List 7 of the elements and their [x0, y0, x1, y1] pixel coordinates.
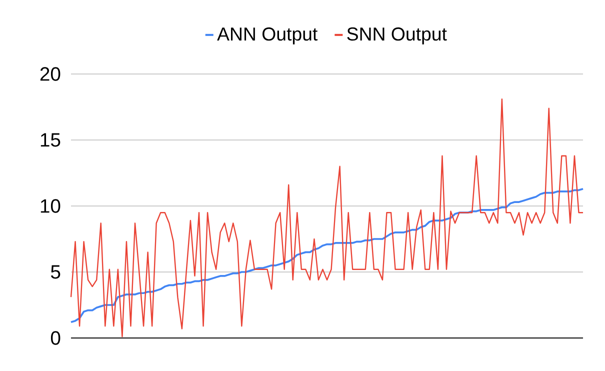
legend-label: SNN Output — [347, 27, 447, 44]
legend-label: ANN Output — [217, 27, 318, 44]
y-tick-label: 20 — [40, 67, 60, 81]
y-tick-label: 10 — [40, 199, 60, 213]
y-tick-label: 15 — [40, 133, 60, 147]
y-tick-label: 5 — [50, 265, 60, 279]
y-tick-label: 0 — [50, 331, 60, 345]
